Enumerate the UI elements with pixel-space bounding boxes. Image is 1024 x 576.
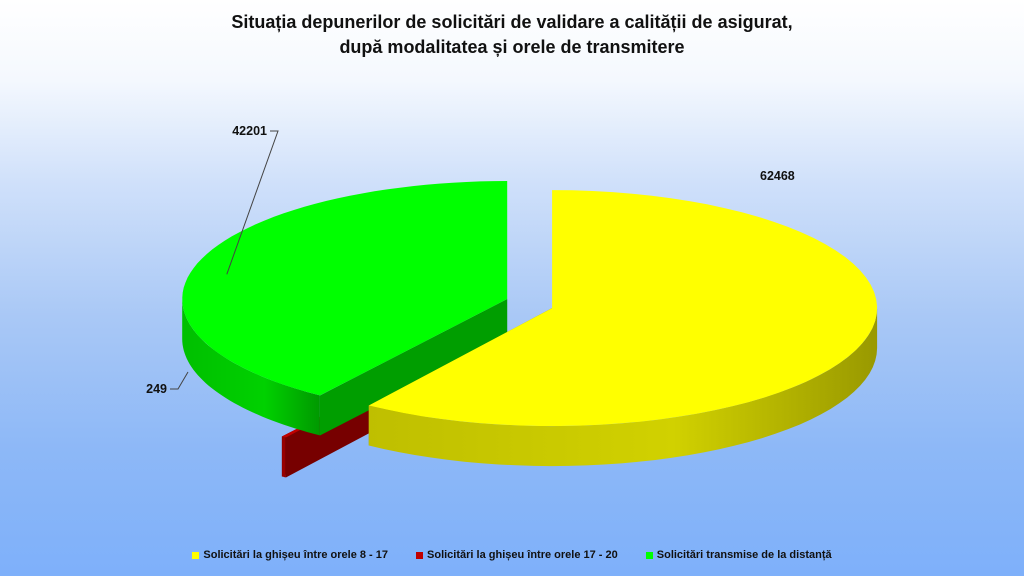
slice-ghiseu-17-20-outer-wall — [281, 436, 286, 478]
chart-legend: Solicitări la ghișeu între orele 8 - 17 … — [0, 549, 1024, 561]
data-label-ghiseu-8-17: 62468 — [760, 169, 795, 183]
chart-title: Situația depunerilor de solicitări de va… — [0, 10, 1024, 60]
legend-label-distanta: Solicitări transmise de la distanță — [656, 549, 832, 561]
legend-swatch-yellow — [192, 551, 200, 559]
data-label-distanta: 42201 — [232, 124, 267, 138]
leader-line-ghiseu-17-20 — [170, 371, 189, 390]
slice-distanta — [182, 181, 508, 436]
chart-title-line-2: după modalitatea și orele de transmitere — [339, 37, 685, 57]
legend-swatch-red — [416, 551, 424, 559]
legend-item-distanta: Solicitări transmise de la distanță — [645, 549, 832, 561]
chart-title-line-1: Situația depunerilor de solicitări de va… — [231, 12, 793, 32]
legend-swatch-green — [645, 551, 653, 559]
slice-distanta-start-wall — [319, 299, 508, 436]
legend-label-ghiseu-17-20: Solicitări la ghișeu între orele 17 - 20 — [427, 549, 618, 561]
data-label-ghiseu-17-20: 249 — [146, 382, 167, 396]
slice-ghiseu-8-17-top — [368, 190, 878, 426]
slice-ghiseu-8-17-outer-wall — [368, 308, 878, 467]
legend-label-ghiseu-8-17: Solicitări la ghișeu între orele 8 - 17 — [203, 549, 389, 561]
leader-line-distanta — [226, 130, 279, 275]
slice-distanta-outer-wall — [182, 299, 320, 436]
legend-item-ghiseu-17-20: Solicitări la ghișeu între orele 17 - 20 — [416, 549, 618, 561]
slice-ghiseu-8-17 — [368, 190, 878, 467]
legend-item-ghiseu-8-17: Solicitări la ghișeu între orele 8 - 17 — [192, 549, 388, 561]
slice-distanta-top — [182, 181, 508, 396]
